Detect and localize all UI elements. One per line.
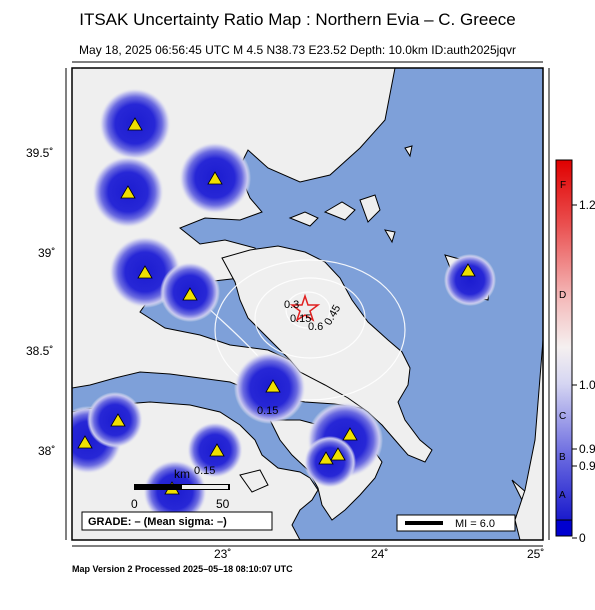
lat-tick: 38˚ <box>38 444 55 458</box>
contour-label: 0.15 <box>257 405 278 417</box>
grade-box <box>81 511 273 531</box>
station-triangle-icon <box>120 185 136 199</box>
scale-start: 0 <box>131 497 138 511</box>
station-triangle-icon <box>460 263 476 277</box>
contour-label: 0.6 <box>308 321 323 333</box>
contour-label: 0.3 <box>284 299 299 311</box>
island-north-4 <box>384 229 396 244</box>
station-triangle-icon <box>207 171 223 185</box>
colorbar-letter: B <box>559 452 566 463</box>
lat-tick: 39˚ <box>38 246 55 260</box>
scale-unit: km <box>174 467 190 481</box>
colorbar-value: 1.0 <box>579 378 595 392</box>
mi-legend: MI = 6.0 <box>455 518 495 530</box>
station-triangle-icon <box>318 451 334 465</box>
colorbar: F D C B A 1.2 1.0 0.9 0.9 0 <box>555 159 595 545</box>
station-triangle-icon <box>127 117 143 131</box>
island-north-1 <box>288 211 319 227</box>
colorbar-value: 0.9 <box>579 442 595 456</box>
epicenter-star-icon <box>289 293 321 322</box>
lon-tick: 23˚ <box>214 547 231 561</box>
island-north-2 <box>323 201 356 221</box>
station-triangle-icon <box>265 379 281 393</box>
station-triangle-icon <box>110 413 126 427</box>
station-triangle-icon <box>342 427 358 441</box>
scale-end: 50 <box>216 497 230 511</box>
colorbar-letter: A <box>559 490 566 501</box>
map-title: ITSAK Uncertainty Ratio Map : Northern E… <box>79 10 516 29</box>
contour-label: 0.15 <box>290 313 311 325</box>
island-saronic <box>239 469 269 493</box>
lon-tick: 24˚ <box>371 547 388 561</box>
evia-island <box>221 245 433 463</box>
colorbar-value: 0 <box>579 531 586 545</box>
colorbar-value: 0.9 <box>579 459 595 473</box>
station-triangle-icon <box>330 447 346 461</box>
island-north-3 <box>359 194 381 223</box>
colorbar-value: 1.2 <box>579 198 595 212</box>
colorbar-letter: F <box>560 180 566 191</box>
lat-tick: 38.5˚ <box>26 344 53 358</box>
contour-label: 0.15 <box>194 465 215 477</box>
map-footer: Map Version 2 Processed 2025–05–18 08:10… <box>72 564 293 574</box>
station-triangle-icon <box>209 443 225 457</box>
station-triangle-icon <box>77 435 93 449</box>
station-triangle-icon <box>137 265 153 279</box>
grade-text: GRADE: – (Mean sigma: –) <box>88 516 227 528</box>
mi-legend-box <box>396 514 516 532</box>
map-subtitle: May 18, 2025 06:56:45 UTC M 4.5 N38.73 E… <box>79 43 516 57</box>
colorbar-letter: D <box>559 290 566 301</box>
scale-bar: km 0 50 <box>131 467 230 511</box>
lat-tick: 39.5˚ <box>26 146 53 160</box>
colorbar-letter: C <box>559 411 566 422</box>
station-triangle-icon <box>182 287 198 301</box>
island-north-5 <box>404 145 413 158</box>
lon-tick: 25˚ <box>527 547 544 561</box>
